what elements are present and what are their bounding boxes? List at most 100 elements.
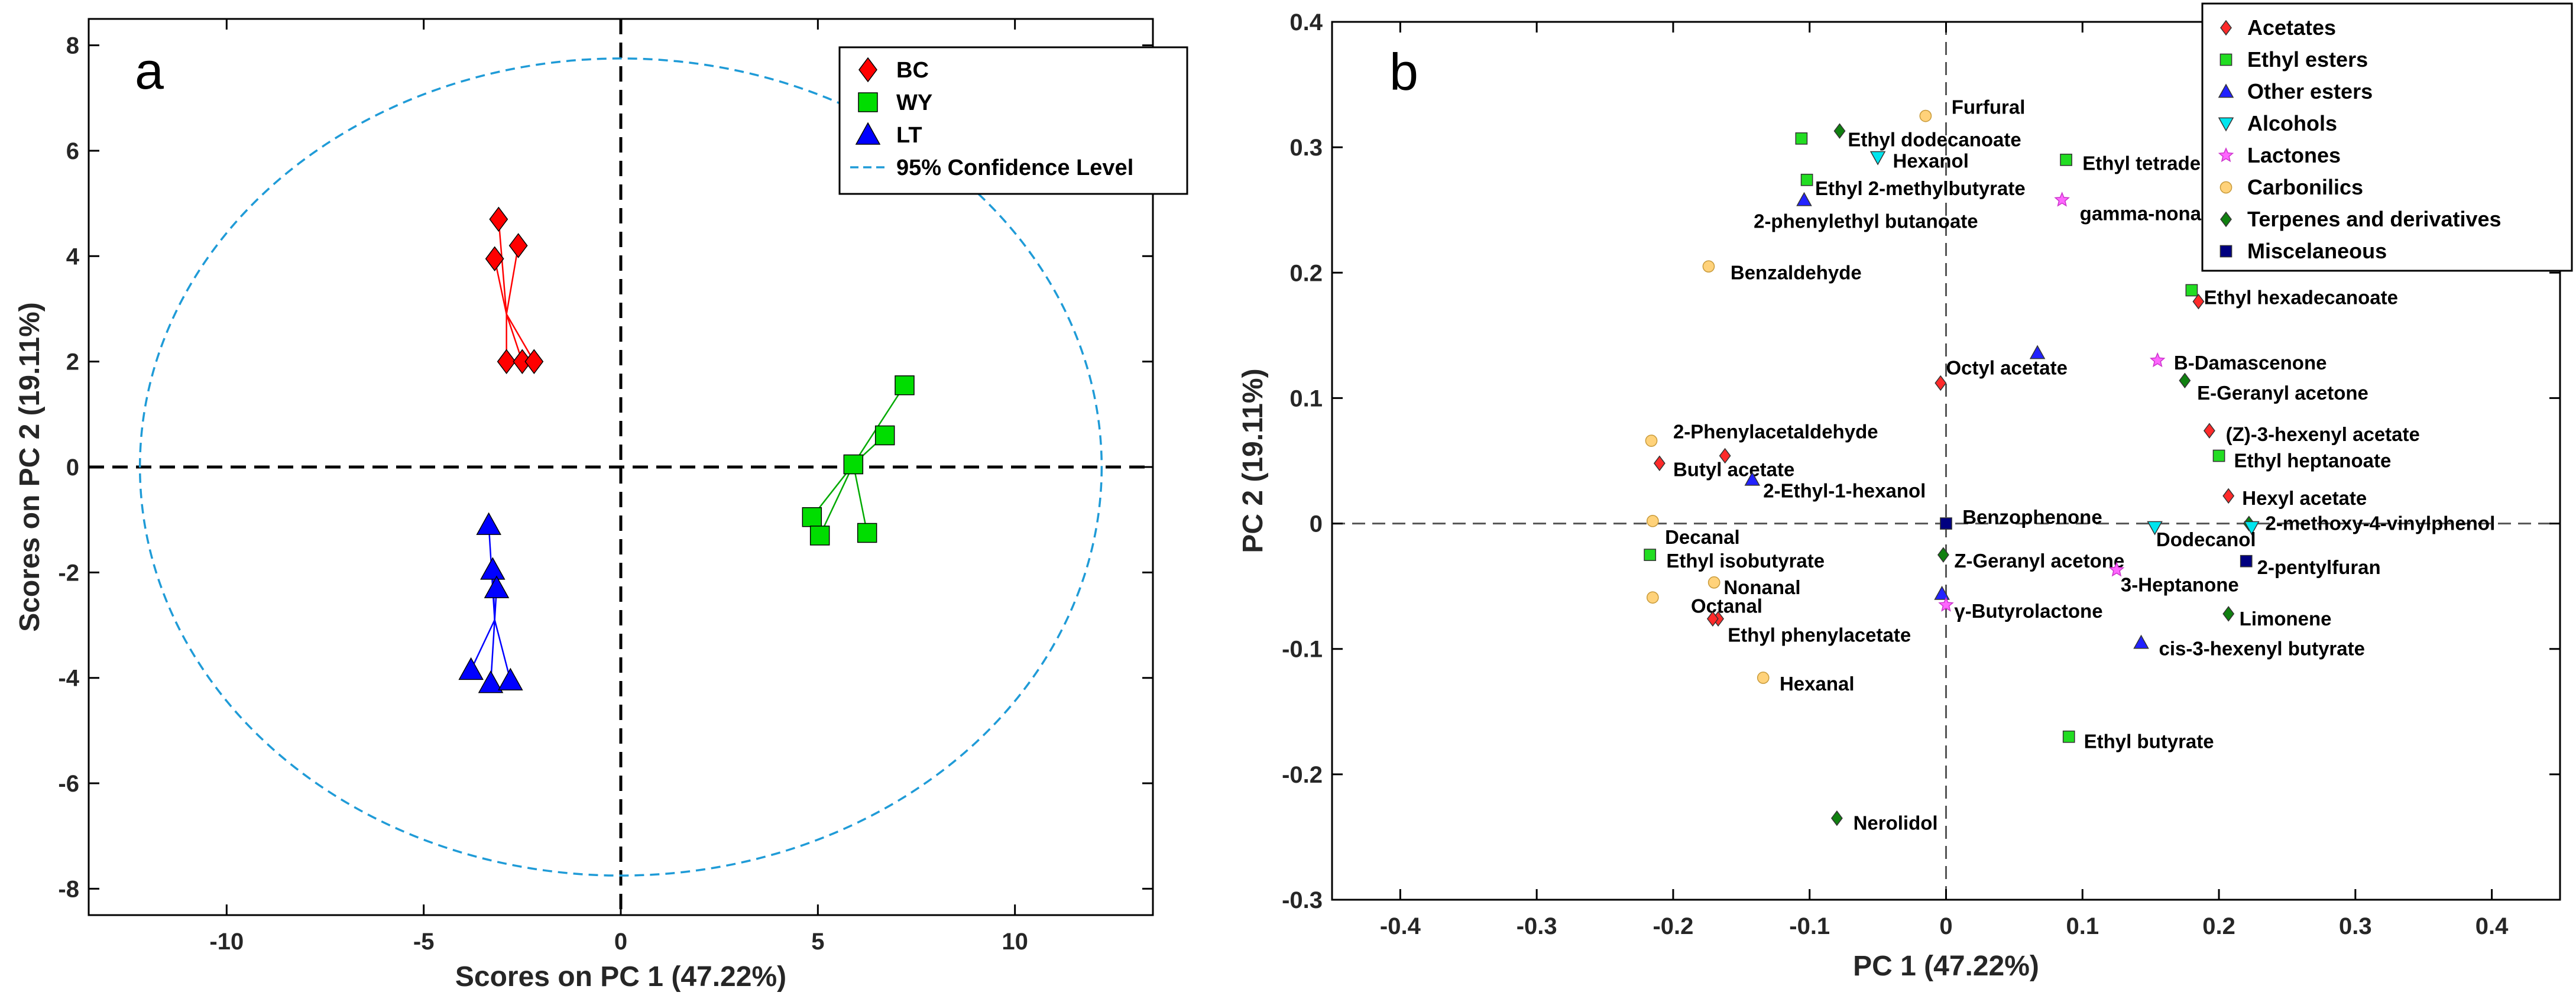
score-point-bc — [485, 246, 504, 272]
loading-label-ethyl-2-methylbutyrate: Ethyl 2-methylbutyrate — [1815, 177, 2026, 199]
legend-marker-lactones — [2218, 147, 2234, 163]
legend-marker-other-esters — [2218, 83, 2234, 98]
loading-point-benzophenone — [1940, 517, 1952, 530]
loading-point-octanal — [1646, 591, 1659, 604]
loading-label-ethyl-isobutyrate: Ethyl isobutyrate — [1666, 550, 1825, 572]
panel-b-x-tick-label: 0.3 — [2339, 913, 2372, 939]
loading-point-butyrolactone — [1938, 596, 1954, 612]
loading-point-octyl-acetate — [1935, 375, 1947, 391]
loading-label-ethyl-dodecanoate: Ethyl dodecanoate — [1848, 128, 2021, 150]
loading-label-benzaldehyde: Benzaldehyde — [1731, 261, 1862, 283]
score-point-lt — [478, 670, 504, 693]
loading-point-limonene — [2222, 606, 2235, 622]
centroid-spoke — [506, 245, 519, 314]
loading-point-hexyl-acetate — [2222, 488, 2235, 504]
loadings-plot-panel-b: -0.4 -0.3 -0.2 -0.1 0 0.1 0.2 0.3 0.4 -0.3 -0.2 -0.… — [1237, 2, 2573, 982]
centroid-spoke — [853, 385, 906, 465]
loading-point-ethyl-hexadecanoate — [2185, 284, 2198, 297]
loading-label-octyl-acetate: Octyl acetate — [1946, 357, 2068, 379]
panel-b-y-tick-label: -0.2 — [1282, 762, 1323, 788]
loading-label-hexyl-acetate: Hexyl acetate — [2242, 487, 2367, 509]
panel-a-x-tick-label: -5 — [413, 929, 435, 955]
loading-point-cis-3-hexenyl-butyrate — [2133, 634, 2149, 649]
loading-label-nonanal: Nonanal — [1723, 576, 1800, 598]
loading-label-2-methoxy-4-vinylphenol: 2-methoxy-4-vinylphenol — [2266, 513, 2496, 534]
panel-b-y-tick-label: 0.1 — [1289, 385, 1323, 411]
loading-label-furfural: Furfural — [1952, 96, 2026, 118]
legend-label-wy: WY — [896, 90, 932, 115]
loading-label-hexanol: Hexanol — [1893, 150, 1968, 171]
loading-label-cis-3-hexenyl-butyrate: cis-3-hexenyl butyrate — [2159, 638, 2365, 660]
loading-label-ethyl-heptanoate: Ethyl heptanoate — [2234, 450, 2391, 472]
loading-point-acetates — [1719, 448, 1731, 464]
legend-label-carbonilics: Carbonilics — [2247, 175, 2363, 199]
loading-point-ethyl-dodecanoate — [1833, 123, 1846, 139]
loading-point-ethyl-isobutyrate — [1644, 549, 1657, 561]
panel-a-legend-box — [838, 46, 1188, 195]
score-point-bc — [508, 233, 528, 258]
score-point-wy — [895, 375, 915, 395]
loading-point-ethyl-tetradecanoate — [2060, 154, 2072, 166]
score-point-bc — [497, 349, 516, 374]
loading-label-butyl-acetate: Butyl acetate — [1673, 458, 1794, 480]
panel-a-y-tick-label: -2 — [58, 560, 79, 586]
panel-b-y-tick-label: -0.3 — [1282, 887, 1323, 913]
legend-label-lt: LT — [896, 123, 922, 148]
panel-a-legend: BC WY LT 95% Confidence Level — [838, 46, 1188, 195]
legend-label-miscelaneous: Miscelaneous — [2247, 239, 2387, 263]
legend-marker-acetates — [2220, 20, 2232, 36]
loading-label-e-geranyl-acetone: E-Geranyl acetone — [2197, 382, 2368, 404]
score-point-lt — [484, 575, 510, 598]
score-point-lt — [476, 512, 501, 535]
loading-point-acetates — [2192, 293, 2205, 310]
legend-label-alcohols: Alcohols — [2247, 111, 2337, 135]
loading-label-ethyl-phenylacetate: Ethyl phenylacetate — [1728, 624, 1911, 646]
panel-a-x-tick-label: 5 — [811, 929, 824, 955]
panel-a-y-tick-label: 0 — [66, 455, 79, 481]
panel-b-x-tick-label: 0.4 — [2475, 913, 2509, 939]
loading-label-2-phenylethyl-butanoate: 2-phenylethyl butanoate — [1754, 210, 1978, 232]
panel-a-y-tick-label: 8 — [66, 33, 79, 59]
loading-label-2-pentylfuran: 2-pentylfuran — [2257, 556, 2381, 578]
loading-point-ethyl-2-methylbutyrate — [1800, 173, 1813, 186]
loading-point-2-phenylethyl-butanoate — [1796, 192, 1812, 206]
loading-label-2-ethyl-1-hexanol: 2-Ethyl-1-hexanol — [1763, 479, 1926, 501]
score-point-wy — [802, 507, 822, 527]
centroid-spoke — [470, 620, 495, 670]
panel-b-x-tick-label: 0.2 — [2202, 913, 2235, 939]
panel-b-x-tick-label: 0.1 — [2066, 913, 2099, 939]
score-point-lt — [498, 667, 523, 690]
centroid-spoke — [506, 313, 535, 362]
panel-b-x-axis-title: PC 1 (47.22%) — [1853, 951, 2039, 982]
loading-point-hexanal — [1757, 672, 1770, 684]
loading-label-dodecanol: Dodecanol — [2156, 528, 2256, 550]
loading-point-dodecanol — [2147, 521, 2163, 536]
loading-label-butyrolactone: γ-Butyrolactone — [1954, 600, 2102, 622]
score-point-wy — [809, 526, 830, 546]
legend-marker-terpenes-and-derivatives — [2220, 211, 2232, 228]
legend-marker-miscelaneous — [2219, 245, 2232, 258]
panel-b-letter: b — [1389, 43, 1418, 101]
score-point-lt — [458, 657, 484, 680]
loading-label-ethyl-hexadecanoate: Ethyl hexadecanoate — [2204, 287, 2398, 309]
series-wy — [802, 375, 915, 546]
panel-a-x-axis-title: Scores on PC 1 (47.22%) — [455, 961, 786, 993]
panel-b-legend-box — [2201, 2, 2573, 272]
legend-marker-bc — [858, 57, 877, 83]
loading-label-hexanal: Hexanal — [1780, 673, 1855, 695]
loading-label-2-phenylacetaldehyde: 2-Phenylacetaldehyde — [1673, 421, 1878, 443]
loading-point-2-ethyl-1-hexanol — [1744, 471, 1761, 486]
legend-marker-wy — [858, 92, 878, 112]
panel-b-legend: Acetates Ethyl esters Other esters Alcohols… — [2201, 2, 2573, 272]
panel-a-y-tick-label: 4 — [66, 244, 80, 270]
loading-point-2-pentylfuran — [2240, 554, 2253, 568]
panel-b-y-tick-label: 0.2 — [1289, 260, 1323, 286]
centroid-spoke — [494, 620, 511, 681]
loading-point-alcohols — [2244, 521, 2260, 536]
loading-label-decanal: Decanal — [1665, 526, 1740, 548]
legend-label-bc: BC — [896, 58, 929, 83]
panel-a-x-tick-label: -10 — [209, 929, 244, 955]
